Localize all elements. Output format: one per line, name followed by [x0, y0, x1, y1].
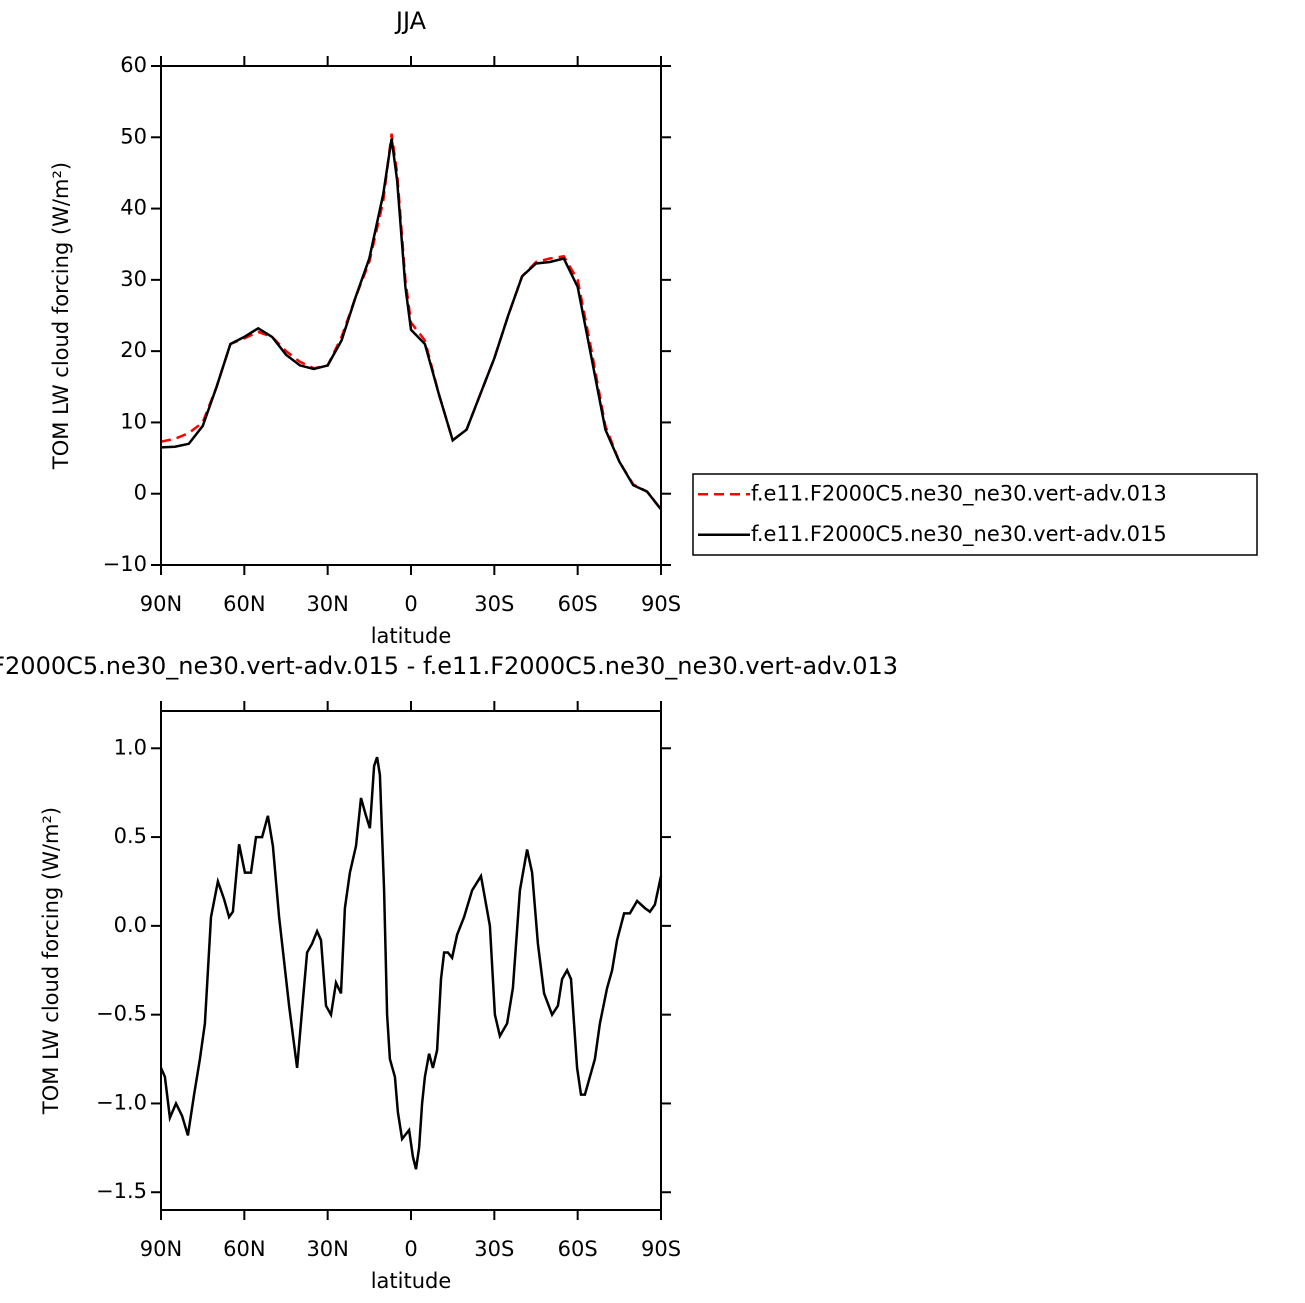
- x-tick-label: 30N: [306, 592, 348, 616]
- y-tick-label: 50: [120, 124, 147, 148]
- y-tick-label: 20: [120, 338, 147, 362]
- x-tick-label: 90S: [641, 592, 681, 616]
- y-tick-label: 10: [120, 409, 147, 433]
- x-tick-label: 30S: [474, 1237, 514, 1261]
- x-tick-label: 0: [404, 592, 417, 616]
- x-tick-label: 90N: [140, 592, 182, 616]
- legend-label: f.e11.F2000C5.ne30_ne30.vert-adv.015: [751, 522, 1167, 547]
- chart-title: JJA: [394, 7, 427, 35]
- chart-title: f.e11.F2000C5.ne30_ne30.vert-adv.015 - f…: [0, 652, 898, 680]
- data-line: [159, 756, 663, 1170]
- y-tick-label: 40: [120, 196, 147, 220]
- plot-frame: [160, 710, 662, 1211]
- data-line: [160, 138, 662, 511]
- x-tick-label: 90S: [641, 1237, 681, 1261]
- x-tick-label: 60N: [223, 1237, 265, 1261]
- y-tick-label: −1.0: [96, 1090, 147, 1114]
- y-tick-label: 0: [134, 481, 147, 505]
- y-axis-label: TOM LW cloud forcing (W/m²): [49, 162, 73, 470]
- x-tick-label: 60S: [558, 592, 598, 616]
- y-tick-label: −0.5: [96, 1002, 147, 1026]
- y-tick-label: 0.0: [114, 913, 147, 937]
- legend-box: [692, 473, 1258, 556]
- legend-label: f.e11.F2000C5.ne30_ne30.vert-adv.013: [751, 481, 1167, 506]
- x-tick-label: 30N: [306, 1237, 348, 1261]
- x-tick-label: 60N: [223, 592, 265, 616]
- x-tick-label: 0: [404, 1237, 417, 1261]
- x-axis-label: latitude: [371, 624, 452, 648]
- y-tick-label: −10: [103, 552, 147, 576]
- y-axis-label: TOM LW cloud forcing (W/m²): [39, 807, 63, 1115]
- x-tick-label: 60S: [558, 1237, 598, 1261]
- x-tick-label: 30S: [474, 592, 514, 616]
- y-tick-label: 60: [120, 53, 147, 77]
- x-axis-label: latitude: [371, 1269, 452, 1293]
- x-tick-label: 90N: [140, 1237, 182, 1261]
- plot-frame: [160, 65, 662, 566]
- y-tick-label: −1.5: [96, 1179, 147, 1203]
- y-tick-label: 30: [120, 267, 147, 291]
- y-tick-label: 1.0: [114, 735, 147, 759]
- y-tick-label: 0.5: [114, 824, 147, 848]
